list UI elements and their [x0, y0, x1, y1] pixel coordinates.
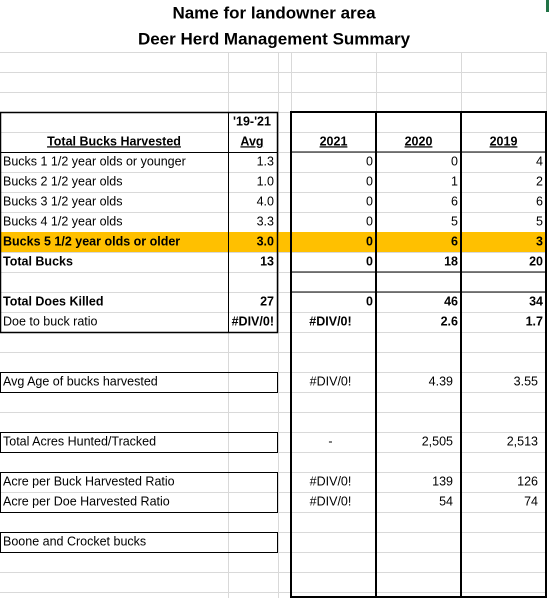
year-header: 2020	[405, 134, 433, 148]
year-cell: 2,513	[507, 434, 538, 448]
year-cell: #DIV/0!	[309, 314, 351, 328]
year-cell: 6	[451, 234, 458, 248]
avg-cell: #DIV/0!	[232, 314, 274, 328]
year-cell: 2,505	[422, 434, 453, 448]
year-cell: 0	[366, 154, 373, 168]
year-cell: #DIV/0!	[310, 474, 352, 488]
year-header: 2019	[490, 134, 518, 148]
year-cell: 1	[451, 174, 458, 188]
window-edge	[546, 0, 549, 12]
year-cell: 46	[444, 294, 458, 308]
year-cell: #DIV/0!	[310, 494, 352, 508]
row-label: Bucks 1 1/2 year olds or younger	[3, 154, 186, 168]
avg-cell: 4.0	[257, 194, 274, 208]
avg-header: Avg	[240, 134, 263, 148]
title: Name for landowner area	[172, 3, 376, 22]
avg-cell: 3.0	[257, 234, 274, 248]
avg-header-years: '19-'21	[233, 114, 271, 128]
year-cell: 5	[451, 214, 458, 228]
year-cell: 4	[536, 154, 543, 168]
year-cell: 2	[536, 174, 543, 188]
row-label: Acre per Doe Harvested Ratio	[3, 494, 170, 508]
year-cell: 126	[517, 474, 538, 488]
year-cell: 5	[536, 214, 543, 228]
year-cell: 1.7	[526, 314, 543, 328]
highlight-row	[0, 232, 546, 252]
year-cell: 4.39	[429, 374, 453, 388]
year-cell: #DIV/0!	[310, 374, 352, 388]
row-label: Bucks 4 1/2 year olds	[3, 214, 123, 228]
row-label: Avg Age of bucks harvested	[3, 374, 158, 388]
year-cell: 2.6	[441, 314, 458, 328]
avg-cell: 13	[260, 254, 274, 268]
year-cell: 6	[536, 194, 543, 208]
avg-cell: 1.0	[257, 174, 274, 188]
year-cell: 0	[366, 254, 373, 268]
row-label: Bucks 2 1/2 year olds	[3, 174, 123, 188]
row-label: Bucks 3 1/2 year olds	[3, 194, 123, 208]
year-cell: -	[328, 434, 332, 448]
year-cell: 0	[451, 154, 458, 168]
year-header: 2021	[320, 134, 348, 148]
label-header: Total Bucks Harvested	[47, 134, 181, 148]
row-label: Total Bucks	[3, 254, 73, 268]
row-label: Total Acres Hunted/Tracked	[3, 434, 156, 448]
year-cell: 20	[529, 254, 543, 268]
row-label: Bucks 5 1/2 year olds or older	[3, 234, 180, 248]
year-cell: 3.55	[514, 374, 538, 388]
year-cell: 74	[524, 494, 538, 508]
year-cell: 0	[366, 174, 373, 188]
row-label: Total Does Killed	[3, 294, 103, 308]
year-cell: 6	[451, 194, 458, 208]
avg-cell: 3.3	[257, 214, 274, 228]
row-label: Doe to buck ratio	[3, 314, 98, 328]
year-cell: 0	[366, 294, 373, 308]
subtitle: Deer Herd Management Summary	[138, 29, 411, 48]
borders	[0, 111, 547, 598]
year-cell: 18	[444, 254, 458, 268]
year-cell: 34	[529, 294, 543, 308]
year-cell: 139	[432, 474, 453, 488]
row-label: Boone and Crocket bucks	[3, 534, 146, 548]
avg-cell: 1.3	[257, 154, 274, 168]
year-cell: 3	[536, 234, 543, 248]
year-cell: 0	[366, 214, 373, 228]
year-cell: 0	[366, 234, 373, 248]
year-cell: 0	[366, 194, 373, 208]
year-cell: 54	[439, 494, 453, 508]
row-label: Acre per Buck Harvested Ratio	[3, 474, 175, 488]
avg-cell: 27	[260, 294, 274, 308]
